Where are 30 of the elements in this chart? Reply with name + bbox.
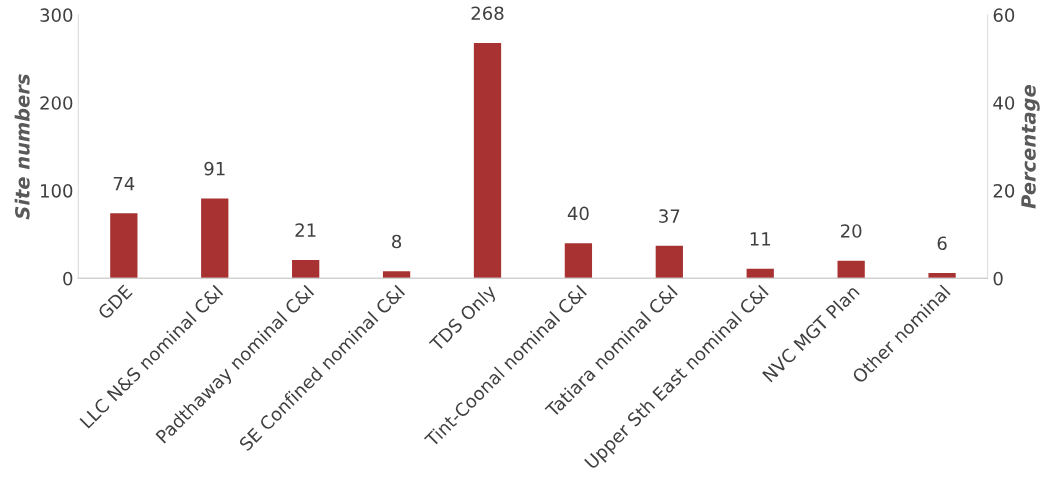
data-label: 37 — [659, 209, 680, 223]
bar — [564, 243, 593, 279]
bar — [746, 268, 774, 279]
y2-axis-title: Percentage — [1021, 85, 1040, 209]
y2-tick-label: 40 — [993, 96, 1015, 110]
y2-tick-label: 20 — [993, 183, 1015, 198]
data-label: 8 — [392, 234, 402, 249]
bar — [837, 260, 865, 279]
y-tick-label: 0 — [63, 271, 73, 286]
y-axis-title: Site numbers — [14, 74, 30, 220]
y-tick-label: 300 — [40, 8, 73, 23]
data-label: 6 — [937, 236, 947, 251]
data-label: 40 — [567, 206, 589, 221]
y2-tick-label: 0 — [993, 271, 1003, 286]
bar — [201, 198, 229, 279]
data-label: 74 — [113, 176, 135, 191]
y-tick-label: 100 — [41, 183, 73, 198]
data-label: 21 — [295, 223, 316, 237]
data-label: 11 — [750, 232, 771, 246]
data-label: 20 — [840, 224, 862, 238]
bar — [473, 43, 502, 279]
bar — [292, 259, 320, 279]
data-label: 268 — [471, 6, 504, 21]
bar — [655, 245, 683, 279]
data-label: 91 — [204, 161, 225, 176]
y-tick-label: 200 — [40, 96, 73, 110]
bar — [110, 213, 138, 279]
y2-tick-label: 60 — [993, 8, 1015, 23]
bar — [382, 271, 411, 279]
bar — [928, 273, 956, 279]
